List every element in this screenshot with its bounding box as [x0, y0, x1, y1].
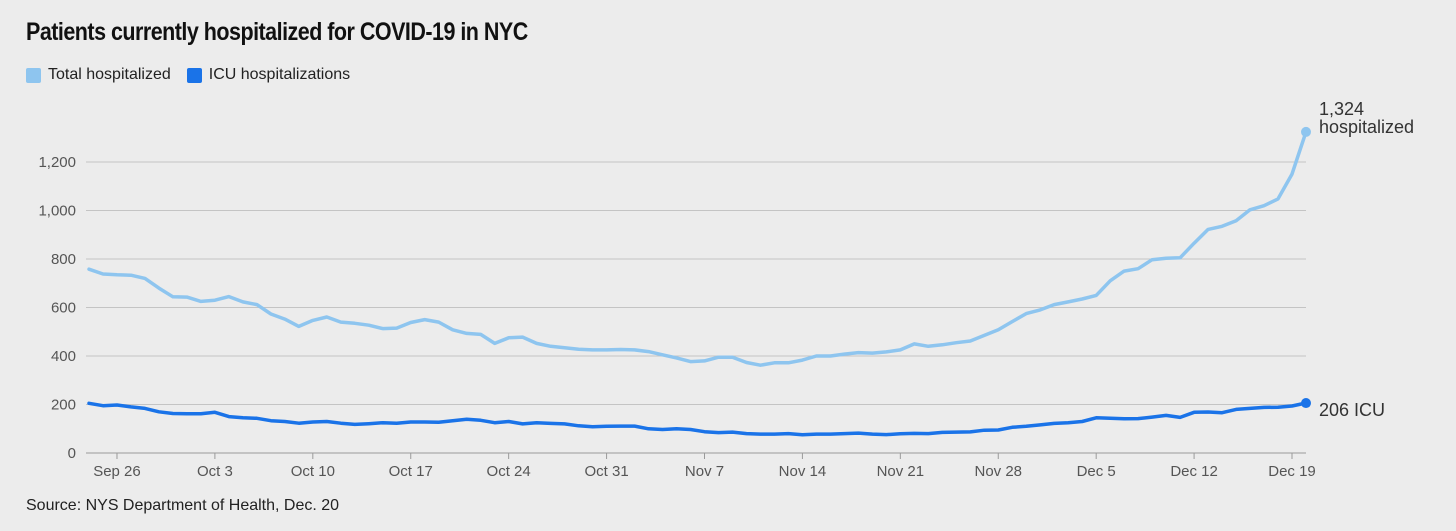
y-tick-label-1000: 1,000 — [38, 203, 76, 220]
source-note: Source: NYS Department of Health, Dec. 2… — [26, 497, 340, 514]
legend: Total hospitalized ICU hospitalizations — [26, 66, 366, 84]
annotation-total-label: hospitalized — [1319, 117, 1414, 137]
x-tick-label-11: Dec 12 — [1170, 463, 1218, 480]
chart-title: Patients currently hospitalized for COVI… — [26, 18, 528, 46]
series-end-point-0 — [1301, 126, 1311, 137]
x-tick-label-7: Nov 14 — [779, 463, 827, 480]
y-tick-label-0: 0 — [68, 445, 76, 462]
y-tick-label-600: 600 — [51, 300, 76, 317]
x-tick-label-5: Oct 31 — [584, 463, 628, 480]
x-tick-label-3: Oct 17 — [389, 463, 433, 480]
legend-item-icu: ICU hospitalizations — [186, 66, 351, 84]
annotation-total-value: 1,324 — [1319, 99, 1364, 119]
x-tick-label-9: Nov 28 — [974, 463, 1022, 480]
series-line-0 — [87, 130, 1308, 367]
legend-item-total: Total hospitalized — [26, 66, 171, 84]
y-tick-label-200: 200 — [51, 397, 76, 414]
x-tick-label-2: Oct 10 — [291, 463, 335, 480]
x-tick-label-10: Dec 5 — [1077, 463, 1116, 480]
legend-label-total: Total hospitalized — [48, 66, 171, 83]
series-line-1 — [87, 401, 1308, 437]
legend-swatch-total — [26, 67, 41, 83]
legend-label-icu: ICU hospitalizations — [208, 66, 351, 83]
x-tick-label-4: Oct 24 — [487, 463, 531, 480]
y-tick-label-800: 800 — [51, 251, 76, 268]
annotation-icu: 206 ICU — [1319, 400, 1385, 420]
y-tick-label-400: 400 — [51, 348, 76, 365]
x-tick-label-0: Sep 26 — [93, 463, 141, 480]
x-tick-label-6: Nov 7 — [685, 463, 724, 480]
series-end-point-1 — [1301, 398, 1311, 409]
y-tick-label-1200: 1,200 — [38, 154, 76, 171]
legend-swatch-icu — [186, 67, 202, 83]
x-tick-label-1: Oct 3 — [197, 463, 233, 480]
x-tick-label-12: Dec 19 — [1268, 463, 1316, 480]
x-tick-label-8: Nov 21 — [877, 463, 925, 480]
